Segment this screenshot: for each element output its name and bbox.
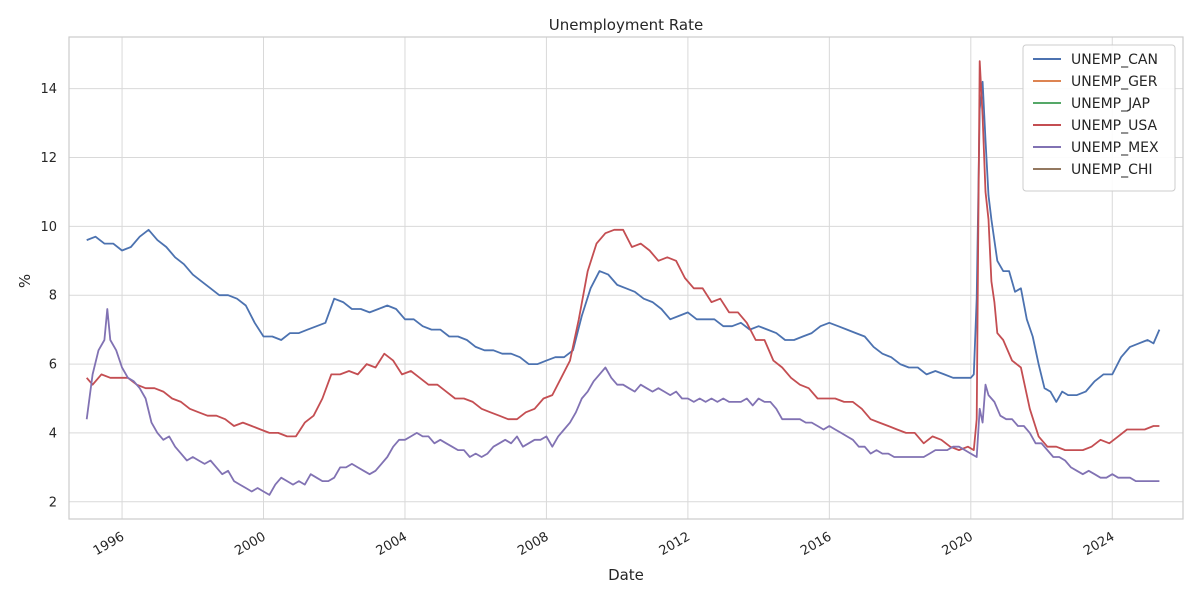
legend-entry: UNEMP_CHI [1071, 162, 1153, 178]
y-tick-label: 10 [40, 220, 57, 235]
legend-entry: UNEMP_USA [1071, 118, 1157, 134]
y-tick-label: 2 [49, 495, 57, 510]
y-tick-label: 14 [40, 82, 57, 97]
series-line-unemp-mex [85, 308, 1160, 496]
y-tick-label: 6 [49, 358, 57, 373]
series-line-unemp-can [86, 80, 1161, 403]
legend-entry: UNEMP_GER [1071, 74, 1158, 90]
legend-entry: UNEMP_MEX [1071, 140, 1159, 156]
legend-entry: UNEMP_CAN [1071, 52, 1158, 68]
y-tick-label: 4 [49, 426, 57, 441]
chart-title: Unemployment Rate [549, 16, 703, 34]
x-axis-label: Date [608, 566, 644, 584]
y-axis: 2 4 6 8 10 12 14 [40, 82, 57, 510]
series-line-unemp-usa [86, 60, 1160, 451]
grid-lines [69, 37, 1183, 519]
y-tick-label: 8 [49, 289, 57, 304]
legend-entry: UNEMP_JAP [1071, 96, 1150, 112]
plot-area [85, 60, 1161, 496]
legend: UNEMP_CAN UNEMP_GER UNEMP_JAP UNEMP_USA UNEM… [1022, 44, 1176, 192]
y-axis-label: % [16, 274, 34, 288]
y-tick-label: 12 [40, 151, 57, 166]
plot-frame [68, 36, 1184, 520]
